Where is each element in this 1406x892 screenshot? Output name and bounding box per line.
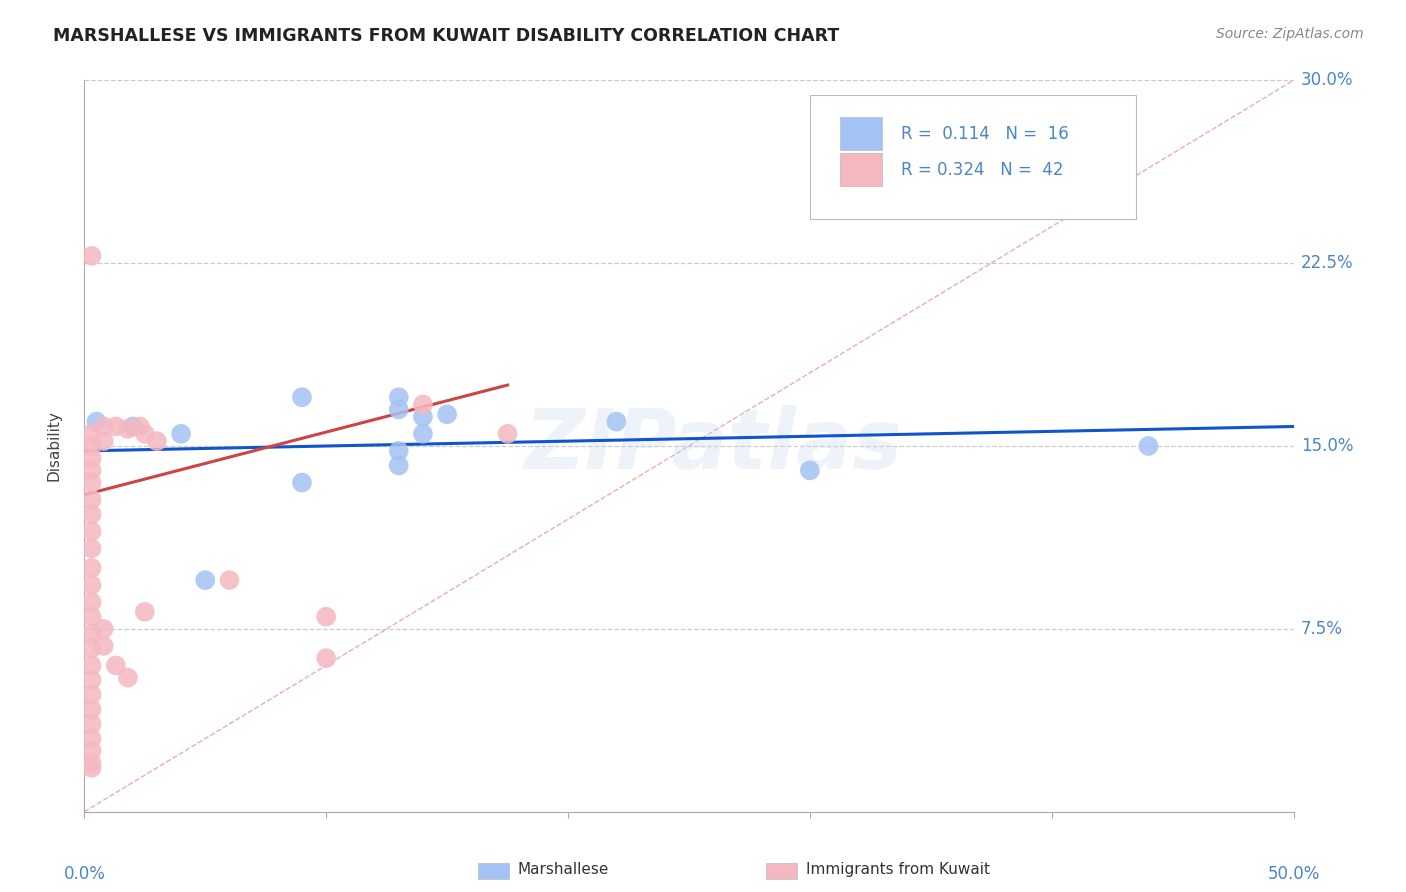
Point (80, 673, 103, 687)
Text: MARSHALLESE VS IMMIGRANTS FROM KUWAIT DISABILITY CORRELATION CHART: MARSHALLESE VS IMMIGRANTS FROM KUWAIT DI… (53, 27, 839, 45)
Point (80, 451, 103, 466)
Text: 30.0%: 30.0% (1301, 71, 1353, 89)
Point (496, 426, 519, 441)
Point (80, 641, 103, 656)
Point (117, 671, 139, 685)
Point (80, 578, 103, 592)
Point (799, 463, 821, 477)
Point (80, 756, 103, 770)
Point (80, 524, 103, 539)
Point (388, 443, 411, 458)
Point (80, 439, 103, 453)
Point (80, 541, 103, 556)
Point (412, 398, 434, 412)
Point (388, 402, 411, 417)
Point (1137, 439, 1160, 453)
Bar (841, 153, 883, 186)
Point (315, 609, 337, 624)
Point (412, 426, 434, 441)
Text: R =  0.114   N =  16: R = 0.114 N = 16 (901, 125, 1069, 143)
Point (80, 744, 103, 758)
Point (80, 761, 103, 775)
Point (80, 463, 103, 477)
Point (80, 508, 103, 522)
Point (93, 434, 115, 449)
Point (80, 475, 103, 490)
Bar (841, 117, 883, 150)
Point (129, 419, 152, 434)
Point (194, 573, 217, 587)
Text: ZIPatlas: ZIPatlas (524, 406, 903, 486)
Text: 7.5%: 7.5% (1301, 620, 1343, 638)
Text: Source: ZipAtlas.com: Source: ZipAtlas.com (1216, 27, 1364, 41)
Point (80, 609, 103, 624)
Text: R = 0.324   N =  42: R = 0.324 N = 42 (901, 161, 1063, 179)
Point (605, 415, 627, 429)
Point (80, 492, 103, 507)
Point (93, 622, 115, 636)
Point (104, 658, 127, 673)
Text: 50.0%: 50.0% (1267, 865, 1320, 883)
Text: Disability: Disability (46, 410, 62, 482)
Point (388, 458, 411, 473)
Point (80, 426, 103, 441)
Point (93, 419, 115, 434)
Point (291, 390, 314, 404)
Point (412, 409, 434, 424)
Point (436, 407, 458, 421)
Point (93, 639, 115, 653)
Point (104, 419, 127, 434)
Point (80, 688, 103, 702)
Point (80, 731, 103, 746)
Point (117, 422, 139, 436)
Text: 15.0%: 15.0% (1301, 437, 1353, 455)
Point (80, 249, 103, 263)
Point (80, 658, 103, 673)
Point (134, 426, 156, 441)
Text: Marshallese: Marshallese (517, 863, 609, 877)
Point (388, 390, 411, 404)
Point (218, 573, 240, 587)
Text: Immigrants from Kuwait: Immigrants from Kuwait (806, 863, 990, 877)
FancyBboxPatch shape (810, 95, 1136, 219)
Point (80, 561, 103, 575)
Point (170, 426, 193, 441)
Point (121, 419, 143, 434)
Point (86, 415, 108, 429)
Point (80, 702, 103, 716)
Point (134, 605, 156, 619)
Point (80, 717, 103, 731)
Point (80, 626, 103, 640)
Point (315, 651, 337, 665)
Point (80, 595, 103, 609)
Point (146, 434, 169, 449)
Point (291, 475, 314, 490)
Text: 0.0%: 0.0% (63, 865, 105, 883)
Text: 22.5%: 22.5% (1301, 254, 1354, 272)
